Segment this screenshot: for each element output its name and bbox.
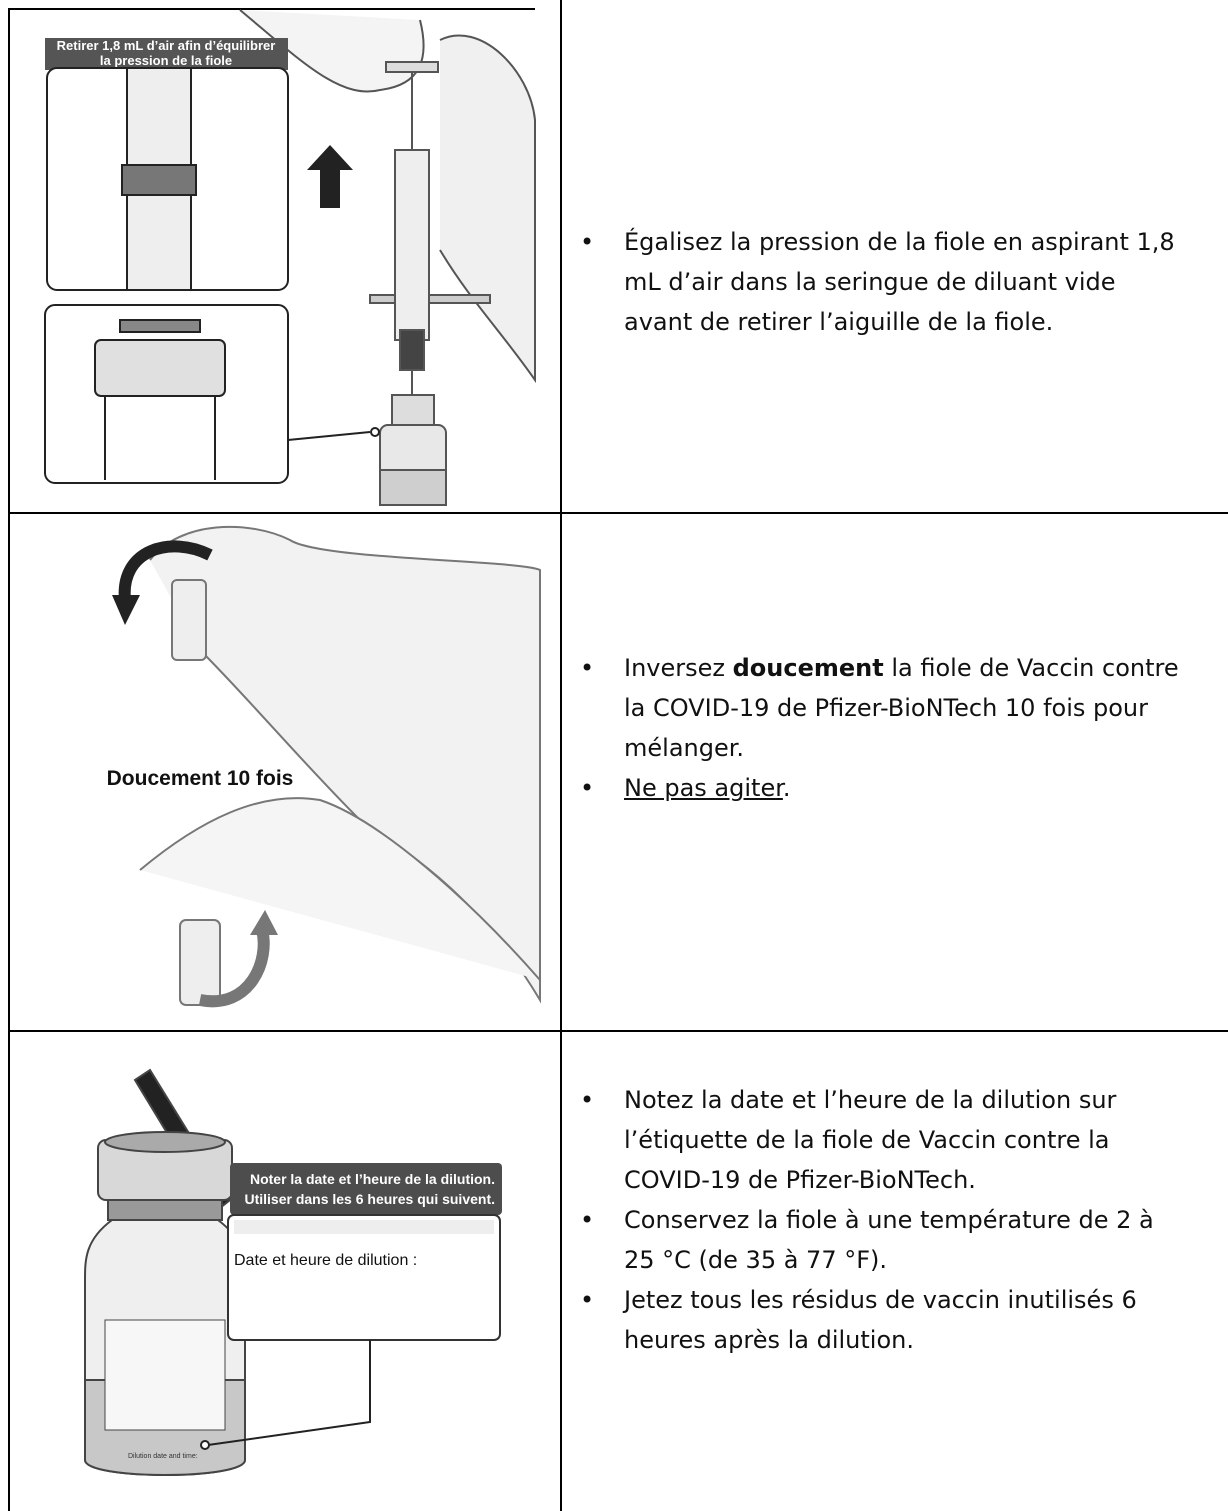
text-run: Conservez la fiole à une température de … xyxy=(624,1206,1154,1274)
underlined-text: Ne pas agiter xyxy=(624,774,783,802)
vial-label-text: Dilution date and time: xyxy=(128,1453,198,1460)
callout-text: Retirer 1,8 mL d’air afin d’équilibrer xyxy=(57,38,276,53)
bullet-list: Égalisez la pression de la fiole en aspi… xyxy=(580,222,1180,342)
up-arrow xyxy=(307,145,353,208)
bullet-item: Égalisez la pression de la fiole en aspi… xyxy=(580,222,1180,342)
bold-text: doucement xyxy=(732,654,884,682)
rotate-arrow-head xyxy=(112,595,140,625)
bullet-item: Ne pas agiter. xyxy=(580,768,1180,808)
row-divider xyxy=(8,1030,1228,1032)
text-run: . xyxy=(782,774,791,802)
leader-line xyxy=(207,1340,371,1446)
callout-text: la pression de la fiole xyxy=(100,53,232,68)
bullet-item: Jetez tous les résidus de vaccin inutili… xyxy=(580,1280,1180,1360)
illustrations: Retirer 1,8 mL d’air afin d’équilibrer l… xyxy=(44,9,541,1476)
leader-dot xyxy=(200,1440,210,1450)
zoom-panels xyxy=(44,67,380,484)
table-border xyxy=(8,8,10,1511)
table-border xyxy=(8,8,535,10)
bullet-item: Conservez la fiole à une température de … xyxy=(580,1200,1180,1280)
vial-illustration xyxy=(84,1068,246,1476)
callout-text: Noter la date et l’heure de la dilution. xyxy=(250,1171,495,1187)
callout-text: Utiliser dans les 6 heures qui suivent. xyxy=(244,1191,495,1207)
bullet-list: Inversez doucement la fiole de Vaccin co… xyxy=(580,648,1180,808)
label-text: Date et heure de dilution : xyxy=(234,1252,417,1269)
text-run: Égalisez la pression de la fiole en aspi… xyxy=(624,228,1175,336)
illustration-label: Doucement 10 fois xyxy=(107,767,294,790)
text-run: Jetez tous les résidus de vaccin inutili… xyxy=(624,1286,1137,1354)
column-divider xyxy=(560,0,562,1511)
bullet-item: Inversez doucement la fiole de Vaccin co… xyxy=(580,648,1180,768)
callout-header xyxy=(230,1163,502,1215)
row-divider xyxy=(8,512,1228,514)
rotate-arrow-head xyxy=(250,910,278,935)
syringe-illustration xyxy=(239,9,536,506)
text-run: la fiole de Vaccin contre la COVID-19 de… xyxy=(624,654,1179,762)
rotate-arrow xyxy=(198,928,270,1008)
bullet-item: Notez la date et l’heure de la dilution … xyxy=(580,1080,1180,1200)
rotate-arrow xyxy=(118,540,213,601)
bullet-list: Notez la date et l’heure de la dilution … xyxy=(580,1080,1180,1360)
label-band xyxy=(234,1220,494,1234)
text-run: Notez la date et l’heure de la dilution … xyxy=(624,1086,1117,1194)
callout-header xyxy=(45,38,288,70)
invert-illustration xyxy=(139,525,541,1006)
label-box xyxy=(227,1214,501,1341)
text-run: Inversez xyxy=(624,654,733,682)
